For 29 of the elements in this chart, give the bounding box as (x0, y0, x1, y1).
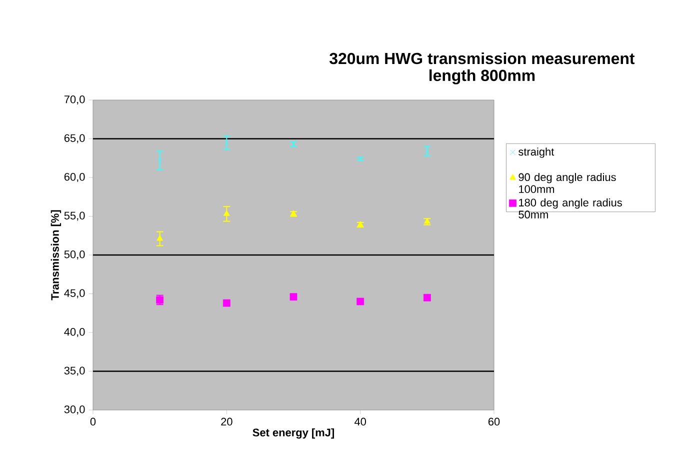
y-tick-label: 50,0 (64, 250, 85, 260)
point (156, 235, 164, 241)
point (423, 294, 431, 302)
x-axis-title: Set energy [mJ] (252, 428, 334, 439)
legend-label: straight (518, 148, 554, 158)
x-tick-label: 40 (354, 418, 366, 426)
y-tick-label: 40,0 (64, 328, 85, 338)
point (223, 210, 230, 216)
point (358, 156, 364, 162)
y-tick-label: 35,0 (64, 366, 85, 376)
legend-label: 180 deg angle radius 50mm (518, 198, 622, 218)
point (157, 158, 163, 164)
y-tick-label: 55,0 (64, 212, 85, 221)
x-tick-label: 60 (488, 418, 500, 426)
x-tick-label: 0 (90, 418, 96, 426)
y-tick-label: 30,0 (64, 405, 85, 415)
y-tick-label: 65,0 (64, 134, 85, 144)
y-tick-label: 60,0 (64, 172, 85, 182)
x-tick-label: 20 (221, 418, 232, 426)
y-axis-title: Transmission [%] (50, 210, 62, 300)
legend-label: 90 deg angle radius 100mm (518, 173, 616, 194)
chart-title: 320um HWG transmission measurement length 800mm (330, 52, 635, 84)
point (424, 148, 430, 154)
point (290, 293, 298, 301)
point (356, 298, 364, 306)
point (222, 299, 230, 307)
y-tick-label: 70,0 (64, 95, 85, 105)
y-tick-label: 45,0 (64, 289, 85, 298)
point (224, 140, 230, 146)
